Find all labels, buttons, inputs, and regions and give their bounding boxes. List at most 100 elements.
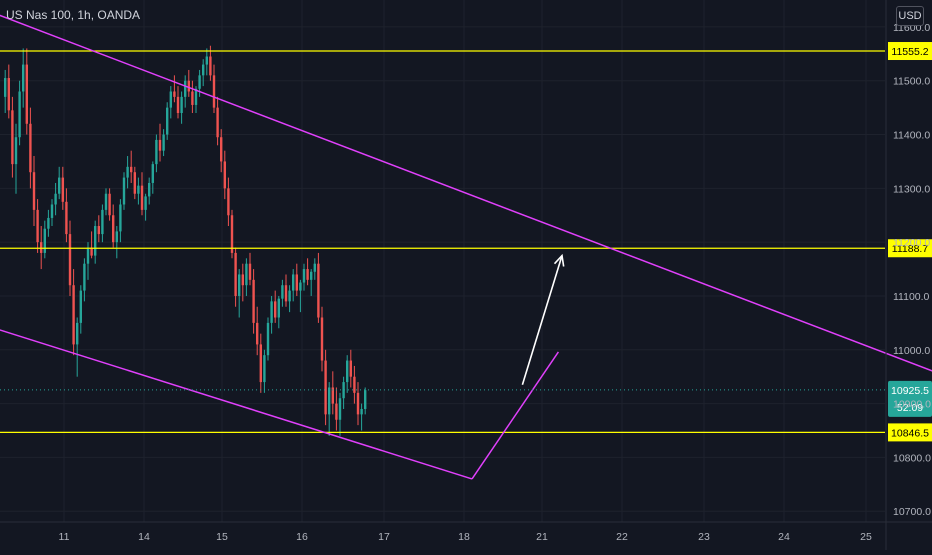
candle-body	[83, 263, 86, 291]
time-axis-tick-label: 21	[536, 531, 548, 543]
price-axis-tick-label: 11400.0	[893, 130, 930, 142]
candle-body	[198, 75, 201, 89]
time-axis-tick-label: 22	[616, 531, 628, 543]
candle-body	[130, 166, 133, 173]
candle-body	[169, 91, 172, 108]
candle-body	[187, 80, 190, 92]
candle-body	[18, 91, 21, 138]
candle-body	[36, 209, 39, 243]
candle-body	[216, 107, 219, 138]
candle-body	[119, 204, 122, 232]
candle-body	[166, 107, 169, 135]
candle-body	[7, 78, 10, 111]
candle-body	[349, 360, 352, 377]
candle-body	[342, 382, 345, 399]
trendline-lower[interactable]	[0, 326, 473, 480]
candle-body	[144, 196, 147, 210]
candle-body	[266, 322, 270, 356]
level-price-label-bg	[888, 239, 932, 258]
candle-body	[32, 172, 36, 210]
candle-body	[112, 215, 115, 243]
candle-body	[14, 137, 18, 165]
time-axis-tick-label: 17	[378, 531, 390, 543]
candle-body	[338, 398, 342, 420]
candle-body	[65, 201, 68, 235]
candle-body	[295, 274, 298, 291]
candle-body	[277, 298, 280, 318]
candle-body	[212, 75, 216, 108]
level-price-label: 11188.7	[892, 243, 929, 255]
level-price-label: 10846.5	[891, 427, 929, 439]
time-axis-tick-label: 18	[458, 531, 470, 543]
candle-body	[79, 290, 82, 323]
candle-body	[202, 64, 205, 76]
candle-body	[248, 263, 252, 280]
time-axis-tick-label: 23	[698, 531, 710, 543]
candle-body	[54, 193, 57, 205]
candle-body	[97, 226, 100, 235]
last-price-label: 10925.5	[891, 385, 929, 397]
candle-body	[353, 376, 356, 393]
candle-body	[122, 177, 126, 205]
candle-body	[50, 204, 54, 218]
candle-body	[180, 96, 183, 114]
symbol-title[interactable]: US Nas 100, 1h, OANDA	[6, 8, 141, 22]
candle-body	[306, 269, 309, 280]
candle-body	[241, 274, 244, 286]
currency-button[interactable]: USD	[896, 6, 924, 26]
candle-body	[360, 408, 363, 415]
candle-body	[356, 392, 360, 415]
forecast-arrowhead	[553, 253, 565, 267]
trendline-upper[interactable]	[0, 0, 932, 379]
candle-body	[76, 322, 79, 345]
candle-body	[310, 271, 313, 280]
candle-body	[43, 228, 46, 253]
candle-body	[173, 91, 176, 97]
candle-body	[220, 137, 223, 162]
candle-body	[299, 282, 302, 291]
candle-body	[209, 56, 212, 76]
candle-body	[184, 80, 187, 97]
candle-body	[151, 164, 154, 183]
candle-body	[328, 387, 331, 415]
candle-body	[288, 290, 291, 302]
candle-body	[223, 161, 226, 189]
forecast-arrow-line[interactable]	[521, 255, 563, 386]
candle-body	[176, 96, 180, 114]
candle-body	[115, 231, 118, 243]
price-axis-tick-label: 11200.0	[893, 237, 930, 249]
time-axis-tick-label: 25	[860, 531, 872, 543]
time-axis-tick-label: 14	[138, 531, 150, 543]
candle-body	[101, 209, 104, 235]
candle-body	[191, 91, 194, 105]
candle-body	[140, 185, 144, 210]
candle-body	[126, 166, 129, 178]
candle-body	[4, 78, 7, 97]
candle-body	[104, 193, 108, 210]
time-axis-tick-label: 24	[778, 531, 790, 543]
candle-body	[270, 301, 273, 323]
candle-body	[274, 301, 277, 318]
trendline-rising[interactable]	[471, 351, 560, 480]
last-price-label-bg	[888, 380, 932, 417]
price-axis-tick-label: 10700.0	[893, 506, 931, 518]
candle-body	[313, 263, 316, 272]
price-axis-tick-label: 11100.0	[893, 291, 930, 303]
candle-body	[68, 234, 72, 286]
candle-body	[281, 285, 284, 299]
candle-body	[29, 123, 32, 173]
price-axis-tick-label: 11300.0	[893, 183, 930, 195]
candle-body	[331, 387, 334, 404]
candle-body	[256, 322, 259, 345]
candle-body	[148, 182, 151, 197]
candle-body	[94, 226, 97, 256]
candle-body	[205, 56, 208, 65]
candle-body	[335, 403, 338, 420]
price-axis-tick-label: 10800.0	[893, 452, 931, 464]
candle-body	[162, 134, 165, 151]
level-price-label-bg	[888, 42, 932, 61]
candle-body	[11, 110, 14, 165]
